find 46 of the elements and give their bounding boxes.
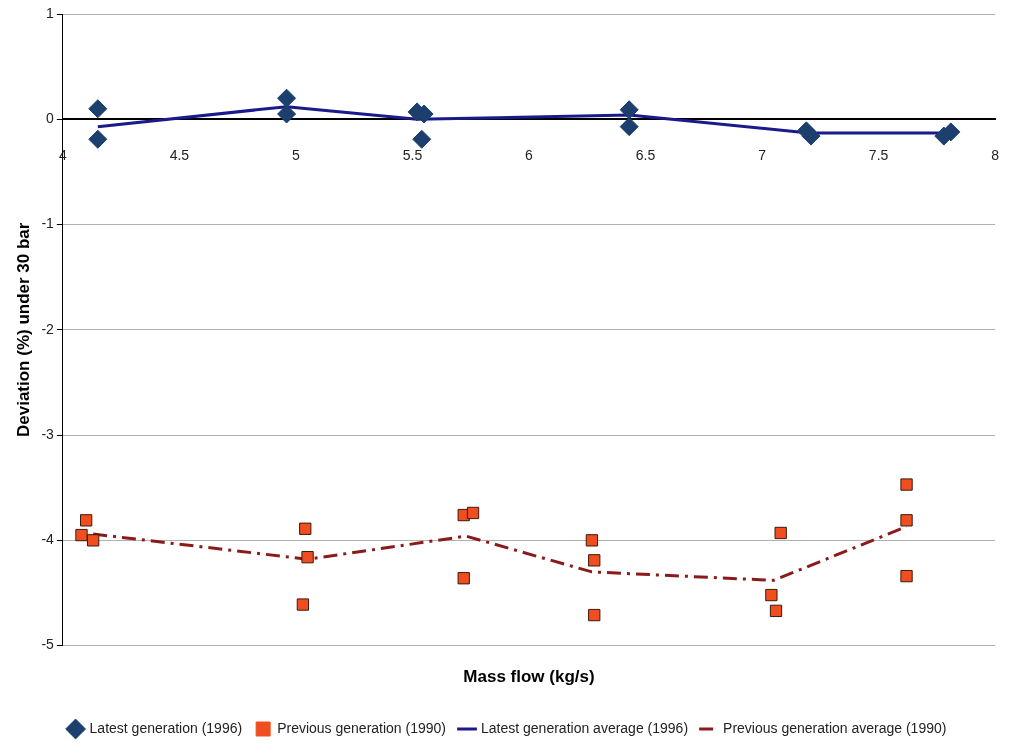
x-tick-label: 7 [758, 146, 767, 163]
y-tick-label: -3 [41, 425, 55, 442]
y-tick-label: -4 [41, 531, 55, 548]
point [619, 100, 639, 120]
point [900, 478, 913, 491]
x-tick-label: 4.5 [169, 146, 190, 163]
legend-label: Previous generation average (1990) [723, 719, 947, 736]
y-tick-label: 1 [46, 4, 55, 21]
point [765, 588, 778, 602]
x-axis-title: Mass flow (kg/s) [463, 667, 595, 687]
point [619, 117, 639, 137]
x-tick-label: 5 [292, 146, 301, 163]
point [466, 506, 480, 520]
point [457, 572, 470, 585]
point [86, 534, 100, 547]
point [88, 99, 108, 119]
point [412, 129, 432, 149]
point [801, 126, 821, 146]
point [277, 88, 297, 108]
x-tick-label: 6 [525, 146, 534, 163]
point [299, 522, 312, 535]
y-tick-label: -2 [41, 320, 55, 337]
legend-label: Latest generation (1996) [89, 719, 243, 736]
x-tick-label: 6.5 [635, 146, 656, 163]
x-tick-label: 7.5 [868, 146, 889, 163]
y-tick-label: 0 [46, 110, 55, 127]
point [774, 526, 787, 540]
point [301, 551, 314, 564]
legend-label: Previous generation (1990) [277, 719, 447, 736]
point [769, 604, 783, 618]
legend-label: Latest generation average (1996) [481, 719, 689, 736]
point [277, 104, 297, 124]
point [80, 514, 93, 527]
x-tick-label: 5.5 [402, 146, 423, 163]
point [88, 129, 108, 149]
point [296, 598, 310, 611]
x-tick-label: 8 [991, 146, 1000, 163]
point [585, 534, 599, 547]
point [588, 554, 601, 567]
point [588, 608, 601, 622]
y-axis-title: Deviation (%) under 30 bar [13, 222, 33, 438]
point [75, 528, 88, 542]
y-tick-label: -1 [41, 215, 55, 232]
y-tick-label: -5 [41, 636, 55, 653]
point [900, 569, 913, 583]
point [900, 514, 913, 527]
